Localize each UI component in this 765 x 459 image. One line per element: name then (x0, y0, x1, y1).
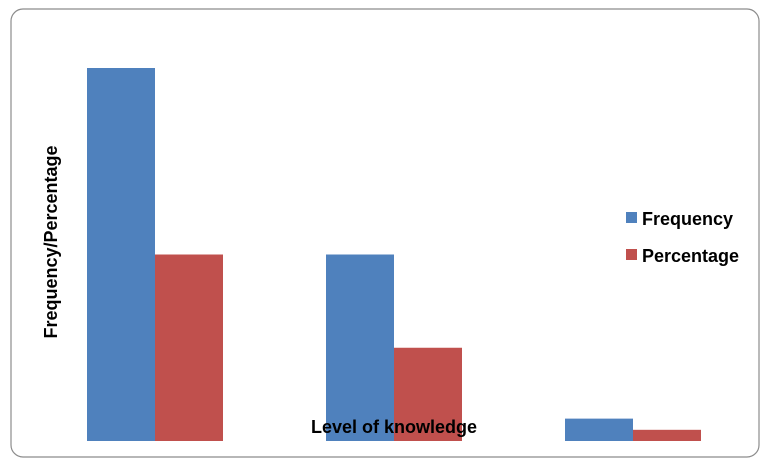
y-axis-label: Frequency/Percentage (41, 145, 61, 338)
bar-frequency-3 (565, 418, 633, 441)
legend-swatch-percentage (626, 249, 637, 260)
legend-label-frequency: Frequency (642, 209, 733, 229)
bar-percentage-2 (394, 347, 462, 441)
legend: Frequency Percentage (626, 209, 739, 266)
x-axis-label: Level of knowledge (311, 417, 477, 437)
legend-label-percentage: Percentage (642, 246, 739, 266)
bar-percentage-3 (633, 429, 701, 441)
bar-percentage-1 (155, 254, 223, 441)
bar-frequency-2 (326, 254, 394, 441)
bars-group (87, 68, 701, 441)
bar-frequency-1 (87, 68, 155, 441)
legend-swatch-frequency (626, 212, 637, 223)
